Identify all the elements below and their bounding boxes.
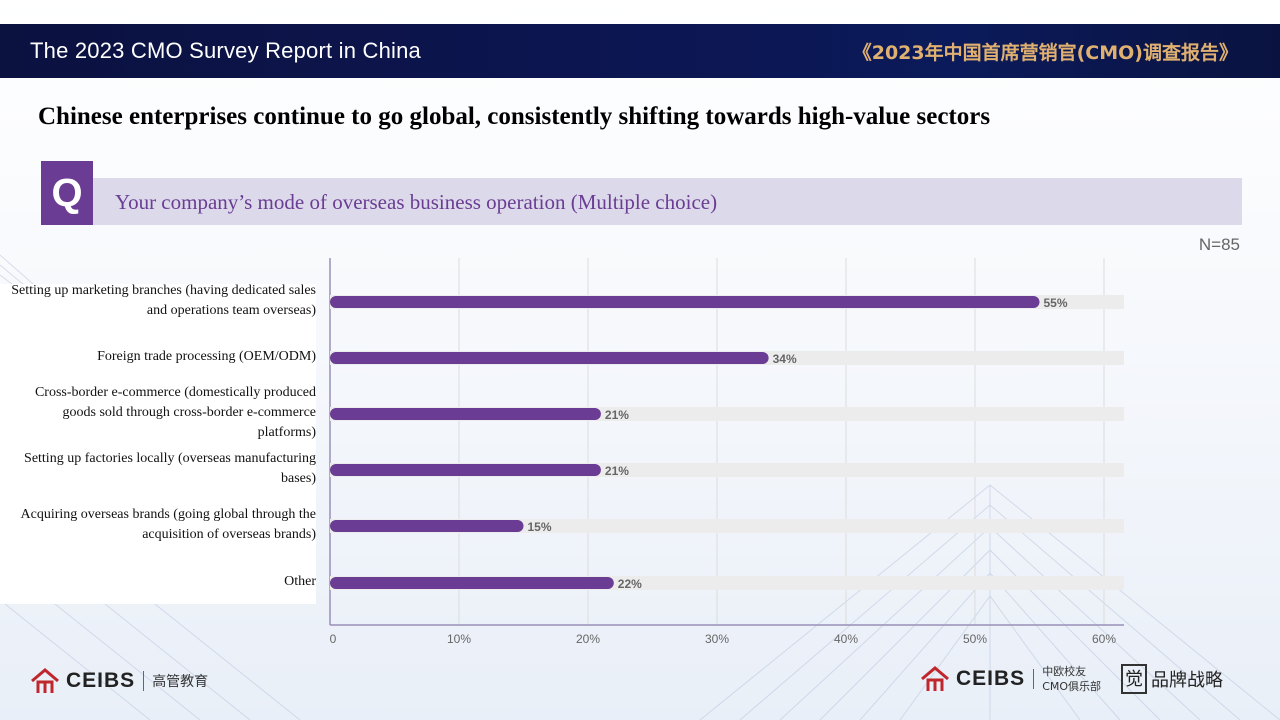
bar-track: [330, 519, 1124, 533]
x-tick-label: 20%: [576, 632, 600, 646]
brand-mark-icon: 觉: [1121, 664, 1148, 694]
club-line-1: 中欧校友: [1042, 665, 1087, 678]
bar: [330, 520, 524, 532]
category-label: Acquiring overseas brands (going global …: [20, 507, 317, 542]
question-badge: Q: [41, 161, 93, 225]
bar: [330, 296, 1040, 308]
category-label: Setting up factories locally (overseas m…: [24, 451, 316, 486]
bar-value-label: 21%: [605, 464, 629, 478]
ceibs-emblem-icon: [31, 668, 59, 693]
bar: [330, 352, 769, 364]
ceibs-wordmark: CEIBS: [66, 669, 136, 692]
category-label: Foreign trade processing (OEM/ODM): [97, 349, 316, 364]
bar-value-label: 21%: [605, 408, 629, 422]
header-band: The 2023 CMO Survey Report in China 《202…: [0, 24, 1280, 78]
x-tick-label: 10%: [447, 632, 471, 646]
bar-value-label: 55%: [1044, 296, 1068, 310]
bar-value-label: 22%: [618, 577, 642, 591]
question-text: Your company’s mode of overseas business…: [115, 190, 718, 214]
brand-strategy-logo: 觉 品牌战略: [1121, 664, 1223, 694]
category-label: Setting up marketing branches (having de…: [11, 283, 316, 318]
bar: [330, 464, 601, 476]
report-title-cn: 《2023年中国首席营销官(CMO)调查报告》: [852, 42, 1238, 64]
cmo-club-label: 中欧校友 CMO俱乐部: [1042, 664, 1101, 694]
x-tick-label: 50%: [963, 632, 987, 646]
brand-strategy-text: 品牌战略: [1151, 670, 1224, 691]
x-tick-label: 30%: [705, 632, 729, 646]
ceibs-logo-left: CEIBS 高管教育: [30, 667, 208, 695]
x-tick-label: 60%: [1092, 632, 1116, 646]
ceibs-logo-right: CEIBS 中欧校友 CMO俱乐部 觉 品牌战略: [920, 664, 1223, 694]
ceibs-wordmark: CEIBS: [956, 667, 1026, 690]
category-label: Other: [284, 574, 316, 589]
report-title: The 2023 CMO Survey Report in China: [30, 38, 421, 63]
category-label-backdrop: [0, 284, 316, 604]
sample-size: N=85: [1198, 235, 1240, 254]
club-line-2: CMO俱乐部: [1042, 680, 1102, 693]
x-tick-label: 0: [330, 632, 337, 646]
x-tick-label: 40%: [834, 632, 858, 646]
category-label: Cross-border e-commerce (domestically pr…: [34, 385, 316, 440]
bar: [330, 408, 601, 420]
exec-education-label: 高管教育: [152, 674, 209, 690]
bar-value-label: 34%: [773, 352, 797, 366]
slide-headline: Chinese enterprises continue to go globa…: [38, 103, 991, 130]
bar-value-label: 15%: [528, 520, 552, 534]
bar: [330, 577, 614, 589]
logo-divider: [1033, 669, 1035, 689]
logo-divider: [143, 671, 145, 691]
question-band: [92, 178, 1242, 225]
ceibs-emblem-icon: [921, 666, 949, 691]
